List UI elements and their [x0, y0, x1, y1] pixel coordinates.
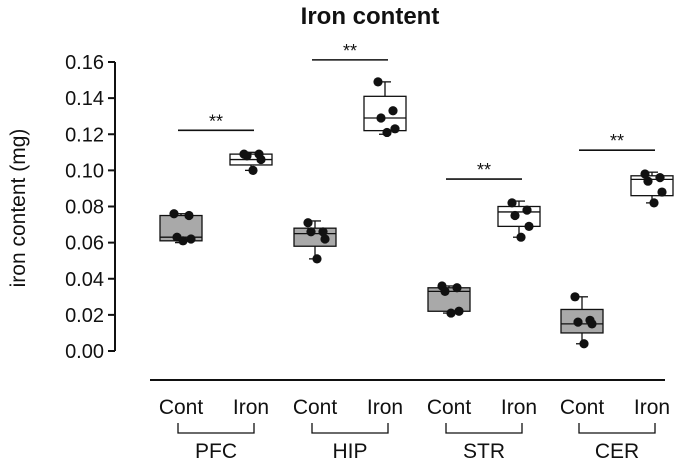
data-point: [440, 286, 450, 296]
y-axis-label: iron content (mg): [7, 129, 30, 288]
y-tick-label: 0.04: [65, 269, 104, 291]
data-point: [318, 227, 328, 237]
x-category-label: Cont: [159, 396, 204, 419]
data-point: [376, 113, 386, 123]
y-tick-label: 0.00: [65, 341, 104, 363]
group-bracket: [177, 423, 255, 434]
chart-title: Iron content: [301, 3, 440, 30]
significance-marker: **: [610, 131, 624, 151]
data-point: [579, 339, 589, 349]
data-point: [640, 169, 650, 179]
y-tick-label: 0.08: [65, 197, 104, 219]
data-point: [657, 187, 667, 197]
data-point: [507, 198, 517, 208]
data-point: [522, 205, 532, 215]
data-point: [390, 124, 400, 134]
significance-marker: **: [477, 160, 491, 180]
significance-marker: **: [343, 41, 357, 61]
data-point: [373, 77, 383, 87]
data-point: [510, 210, 520, 221]
x-category-label: Iron: [233, 396, 269, 419]
y-tick-label: 0.06: [65, 233, 104, 255]
data-point: [388, 106, 398, 116]
data-point: [649, 198, 659, 208]
group-label: PFC: [195, 440, 237, 463]
data-point: [655, 173, 665, 183]
data-point: [452, 283, 462, 293]
y-tick-label: 0.16: [65, 52, 104, 74]
data-point: [178, 236, 188, 246]
x-category-label: Iron: [634, 396, 670, 419]
x-category-label: Cont: [427, 396, 472, 419]
y-tick-label: 0.10: [65, 160, 104, 182]
data-point: [303, 218, 313, 228]
data-point: [186, 234, 196, 244]
data-point: [454, 306, 464, 316]
data-point: [306, 227, 316, 237]
data-point: [248, 165, 258, 175]
data-point: [242, 151, 252, 161]
data-point: [382, 127, 392, 138]
data-point: [320, 234, 330, 244]
data-point: [573, 317, 583, 327]
data-point: [184, 210, 194, 221]
y-tick-label: 0.02: [65, 305, 104, 327]
group-bracket: [578, 423, 656, 434]
y-tick-label: 0.12: [65, 124, 104, 146]
data-point: [587, 319, 597, 329]
y-tick-label: 0.14: [65, 88, 104, 110]
data-point: [256, 154, 266, 165]
group-label: CER: [595, 440, 639, 463]
x-category-label: Iron: [367, 396, 403, 419]
data-point: [570, 292, 580, 302]
group-label: HIP: [332, 440, 367, 463]
box: [363, 95, 407, 132]
x-category-label: Iron: [501, 396, 537, 419]
y-axis: 0.00 0.02 0.04 0.06 0.08 0.10 0.12 0.14 0.16: [65, 52, 116, 363]
data-point: [643, 176, 653, 186]
plot-area: ** ** ** **: [159, 41, 674, 349]
significance-marker: **: [209, 111, 223, 131]
group-label: STR: [463, 440, 505, 463]
group-bracket: [311, 423, 389, 434]
data-point: [312, 254, 322, 264]
data-point: [516, 232, 526, 242]
group-bracket: [445, 423, 523, 434]
data-point: [446, 308, 456, 318]
x-category-label: Cont: [560, 396, 605, 419]
x-category-label: Cont: [293, 396, 338, 419]
data-point: [169, 209, 179, 219]
data-point: [524, 221, 534, 231]
